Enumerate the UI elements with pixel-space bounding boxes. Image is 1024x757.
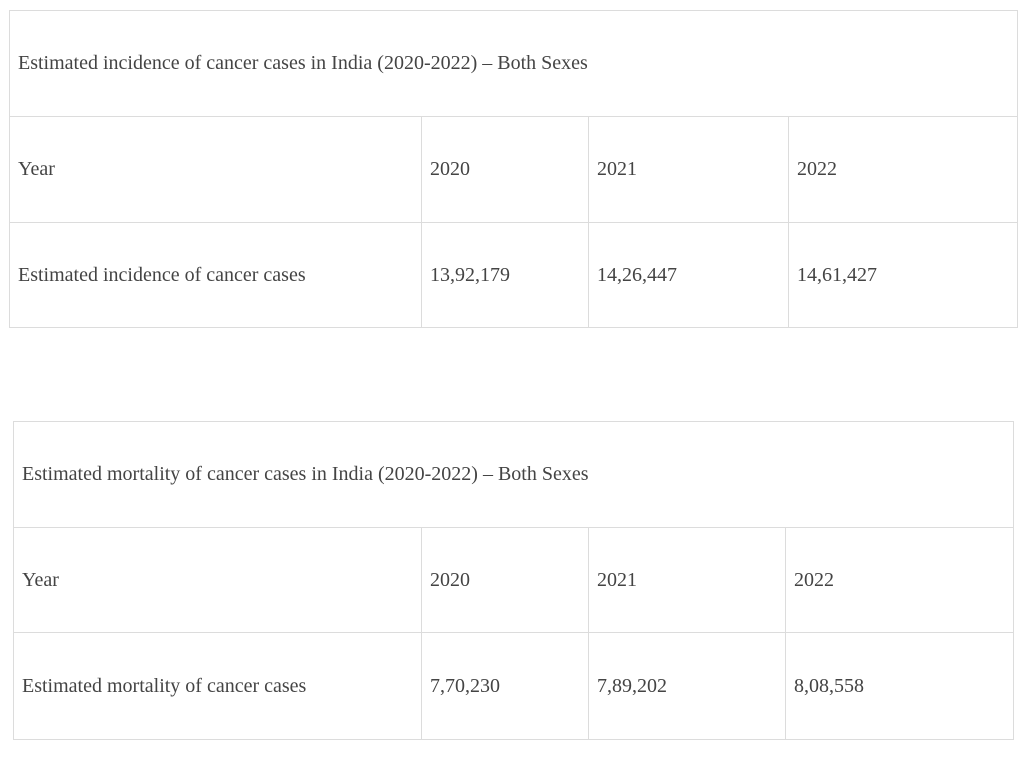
header-cell: 2022 (784, 527, 1015, 633)
table-title: Estimated mortality of cancer cases in I… (12, 421, 1015, 528)
table-title-row: Estimated incidence of cancer cases in I… (8, 10, 1019, 117)
table-header-row: Year 2020 2021 2022 (13, 527, 1015, 633)
header-cell: Year (13, 527, 422, 633)
table-row: Estimated incidence of cancer cases 13,9… (9, 222, 1019, 328)
value-cell: 14,61,427 (787, 222, 1019, 328)
header-cell: 2021 (588, 527, 786, 633)
row-label: Estimated mortality of cancer cases (13, 632, 422, 740)
header-cell: 2021 (588, 116, 789, 223)
mortality-table: Estimated mortality of cancer cases in I… (12, 421, 1015, 740)
value-cell: 7,89,202 (588, 632, 786, 740)
value-cell: 7,70,230 (421, 632, 589, 740)
value-cell: 14,26,447 (588, 222, 789, 328)
incidence-table: Estimated incidence of cancer cases in I… (8, 10, 1019, 328)
value-cell: 13,92,179 (421, 222, 589, 328)
table-header-row: Year 2020 2021 2022 (9, 116, 1019, 223)
header-cell: 2022 (787, 116, 1019, 223)
header-cell: 2020 (421, 527, 589, 633)
header-cell: 2020 (421, 116, 589, 223)
row-label: Estimated incidence of cancer cases (9, 222, 422, 328)
value-cell: 8,08,558 (784, 632, 1015, 740)
table-title: Estimated incidence of cancer cases in I… (8, 10, 1019, 117)
table-row: Estimated mortality of cancer cases 7,70… (13, 632, 1015, 740)
header-cell: Year (9, 116, 422, 223)
table-title-row: Estimated mortality of cancer cases in I… (12, 421, 1015, 528)
